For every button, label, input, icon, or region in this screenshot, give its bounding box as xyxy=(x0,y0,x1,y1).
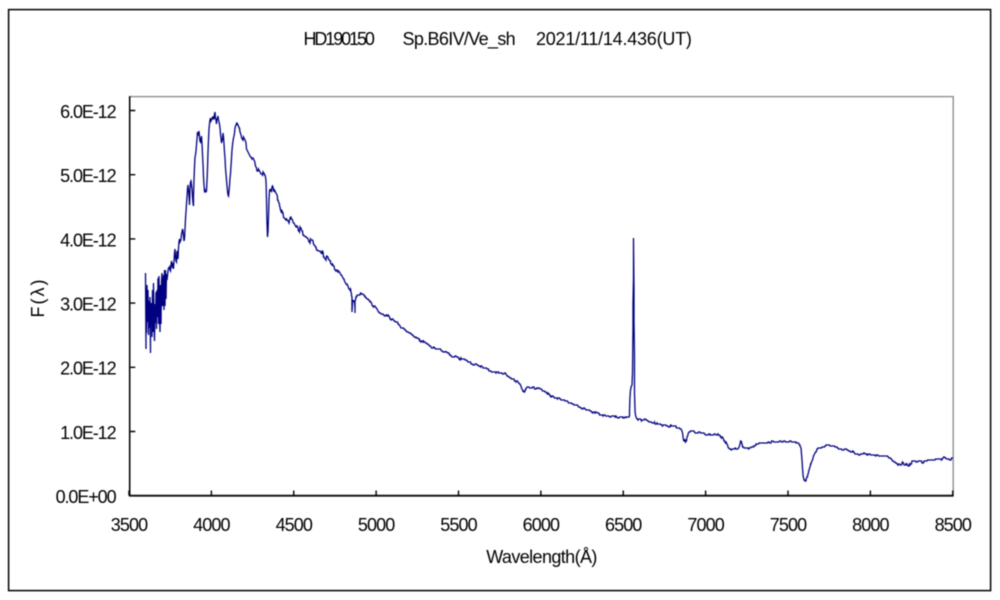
svg-text:Sp.B6IV/Ve_sh: Sp.B6IV/Ve_sh xyxy=(403,29,516,50)
svg-text:1.0E-12: 1.0E-12 xyxy=(60,423,116,443)
svg-text:Wavelength(Å): Wavelength(Å) xyxy=(486,547,597,567)
svg-text:6500: 6500 xyxy=(605,515,642,535)
svg-text:3500: 3500 xyxy=(111,515,148,535)
svg-text:2021/11/14.436(UT): 2021/11/14.436(UT) xyxy=(536,29,692,49)
svg-text:HD190150: HD190150 xyxy=(304,29,375,49)
svg-text:2.0E-12: 2.0E-12 xyxy=(60,359,116,379)
svg-text:4500: 4500 xyxy=(276,515,313,535)
svg-text:8500: 8500 xyxy=(935,515,972,535)
svg-text:F(λ): F(λ) xyxy=(28,278,48,318)
svg-text:5.0E-12: 5.0E-12 xyxy=(60,166,116,186)
svg-text:4.0E-12: 4.0E-12 xyxy=(60,230,116,250)
svg-text:3.0E-12: 3.0E-12 xyxy=(60,295,116,315)
svg-text:7500: 7500 xyxy=(770,515,807,535)
svg-text:0.0E+00: 0.0E+00 xyxy=(56,487,117,507)
svg-text:6000: 6000 xyxy=(523,515,560,535)
svg-text:7000: 7000 xyxy=(687,515,724,535)
svg-text:5000: 5000 xyxy=(358,515,395,535)
svg-text:6.0E-12: 6.0E-12 xyxy=(60,102,116,122)
svg-text:8000: 8000 xyxy=(852,515,889,535)
svg-text:4000: 4000 xyxy=(193,515,230,535)
svg-text:5500: 5500 xyxy=(440,515,477,535)
